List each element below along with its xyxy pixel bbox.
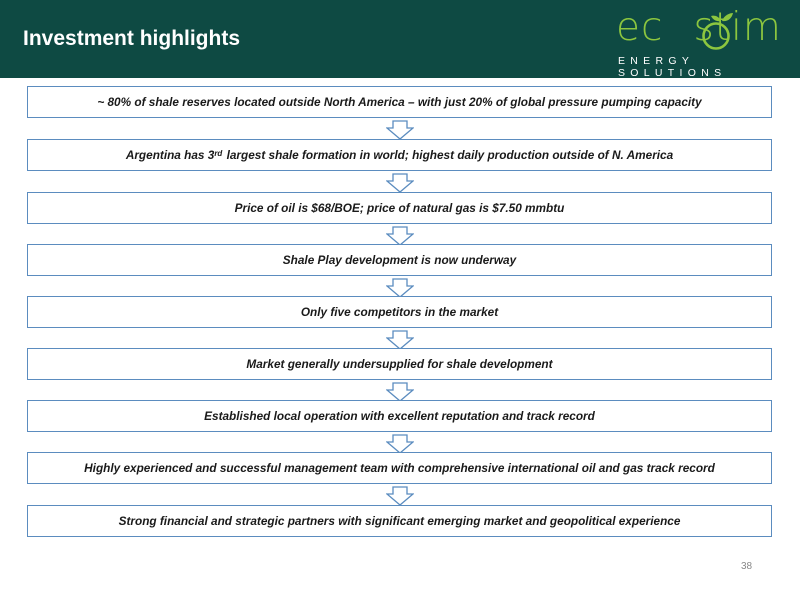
down-arrow-icon	[386, 330, 414, 350]
flow-box: Market generally undersupplied for shale…	[27, 348, 772, 380]
ecostim-logo: ec stim ENERGY SOLUTIONS	[612, 8, 792, 79]
down-arrow-icon	[386, 226, 414, 246]
flow-box: Shale Play development is now underway	[27, 244, 772, 276]
logo-wordmark: ec stim	[616, 8, 782, 47]
logo-tagline: ENERGY SOLUTIONS	[618, 55, 727, 79]
flow-box: ~ 80% of shale reserves located outside …	[27, 86, 772, 118]
flow-box: Highly experienced and successful manage…	[27, 452, 772, 484]
page-number: 38	[741, 561, 753, 572]
down-arrow-icon	[386, 120, 414, 140]
flow-box: Established local operation with excelle…	[27, 400, 772, 432]
logo-wordmark-prefix: ec	[616, 5, 664, 50]
flow-box-text: largest shale formation in world; highes…	[223, 148, 674, 162]
title-bar: Investment highlights ec stim ENERGY SOLU…	[0, 0, 800, 79]
flow-box: Only five competitors in the market	[27, 296, 772, 328]
flow-box: Strong financial and strategic partners …	[27, 505, 772, 537]
down-arrow-icon	[386, 434, 414, 454]
page-title: Investment highlights	[23, 27, 241, 50]
down-arrow-icon	[386, 278, 414, 298]
down-arrow-icon	[386, 382, 414, 402]
flow-box: Price of oil is $68/BOE; price of natura…	[27, 192, 772, 224]
down-arrow-icon	[386, 173, 414, 193]
leaf-icon	[702, 13, 733, 50]
flow-box-text: Argentina has 3	[125, 148, 215, 162]
down-arrow-icon	[386, 486, 414, 506]
